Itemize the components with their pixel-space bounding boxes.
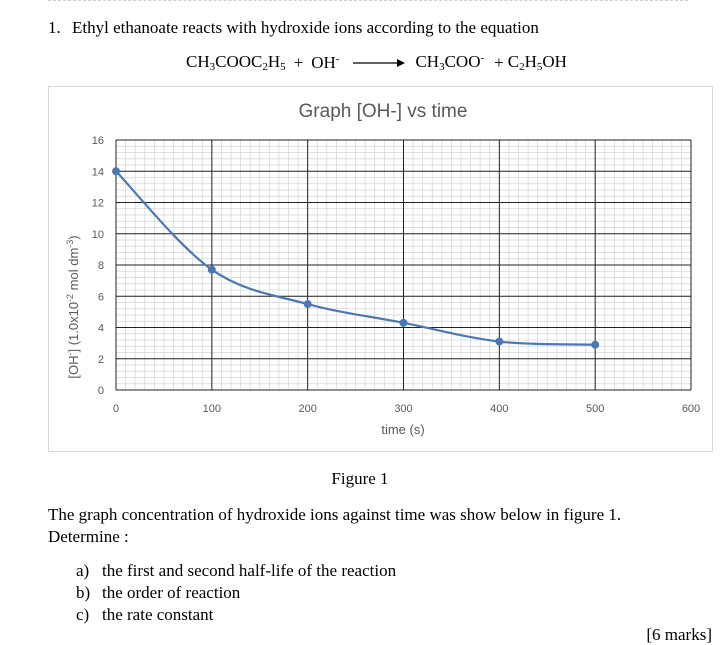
x-tick-label: 500 (586, 403, 604, 415)
data-point (303, 300, 312, 309)
x-tick-label: 200 (298, 403, 316, 415)
x-axis-label: time (s) (381, 422, 424, 437)
task-label-b: b) (76, 583, 91, 602)
chemical-equation: CH3COOC2H5 + OH- CH3COO- + C2H5OH (186, 52, 567, 73)
task-label-c: c) (76, 605, 90, 624)
task-text-b: the order of reaction (102, 583, 241, 602)
tick-labels: 0 100 200 300 400 500 600 0 2 4 6 8 10 12 14 16 (92, 135, 700, 415)
chart-frame: 0 100 200 300 400 500 600 0 2 4 6 8 10 12 14 16 Graph [… (48, 86, 713, 452)
y-tick-label: 16 (92, 135, 104, 147)
y-tick-label: 6 (98, 291, 104, 303)
task-label-a: a) (76, 561, 90, 580)
question-number: 1. (48, 18, 61, 37)
major-gridlines (115, 139, 692, 391)
list-item: b) the order of reaction (76, 582, 396, 604)
data-point (495, 337, 504, 346)
top-divider (48, 0, 688, 2)
series-line (115, 170, 596, 346)
list-item: c) the rate constant (76, 604, 396, 626)
reactant-ethyl-ethanoate: CH3COOC2H5 (186, 52, 286, 73)
paragraph-line-2: Determine : (48, 527, 129, 546)
y-tick-label: 0 (98, 385, 104, 397)
data-point (112, 167, 120, 176)
reaction-arrow-icon (353, 58, 406, 67)
line-chart: 0 100 200 300 400 500 600 0 2 4 6 8 10 12 14 16 Graph [… (65, 101, 700, 437)
y-tick-label: 4 (98, 323, 104, 335)
paragraph-line-1: The graph concentration of hydroxide ion… (48, 505, 622, 524)
figure-caption: Figure 1 (331, 469, 389, 488)
y-tick-label: 8 (98, 260, 104, 272)
x-tick-label: 0 (113, 403, 119, 415)
y-tick-label: 2 (98, 354, 104, 366)
x-tick-label: 300 (394, 403, 412, 415)
product-ethanol: C2H5OH (507, 52, 567, 73)
x-tick-label: 400 (490, 403, 508, 415)
list-item: a) the first and second half-life of the … (76, 560, 396, 582)
marks-label: [6 marks] (646, 625, 712, 644)
chart-title: Graph [OH-] vs time (299, 101, 468, 122)
plus-sign-2: + (494, 52, 504, 72)
reactant-hydroxide: OH- (311, 52, 340, 72)
question-line: 1. Ethyl ethanoate reacts with hydroxide … (48, 18, 539, 38)
plus-sign: + (293, 52, 304, 72)
question-text: Ethyl ethanoate reacts with hydroxide io… (72, 18, 539, 37)
x-tick-label: 100 (203, 403, 221, 415)
task-text-c: the rate constant (102, 605, 214, 624)
data-point (399, 318, 408, 327)
data-point (207, 265, 216, 274)
y-tick-label: 14 (92, 166, 104, 178)
question-paragraph: The graph concentration of hydroxide ion… (48, 504, 688, 548)
y-tick-label: 10 (92, 229, 104, 241)
y-tick-label: 12 (92, 198, 104, 210)
data-points (112, 167, 600, 349)
data-point (591, 340, 600, 349)
y-axis-label: [OH-] (1.0x10-2 mol dm-3) (65, 235, 81, 378)
task-list: a) the first and second half-life of the … (76, 560, 396, 626)
x-tick-label: 600 (682, 403, 700, 415)
product-ethanoate: CH3COO- (415, 52, 485, 73)
task-text-a: the first and second half-life of the re… (102, 561, 397, 580)
